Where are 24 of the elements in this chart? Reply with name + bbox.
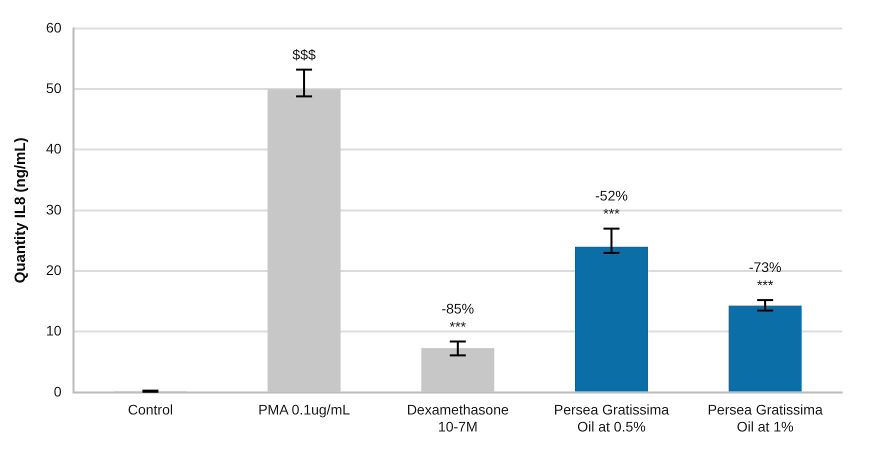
bar bbox=[574, 246, 648, 392]
bar bbox=[421, 348, 494, 392]
x-tick-label: Persea Gratissima Oil at 0.5% bbox=[554, 402, 670, 434]
bar bbox=[268, 89, 341, 392]
y-tick-label: 40 bbox=[46, 140, 62, 157]
x-tick-label: Dexamethasone 10-7M bbox=[406, 402, 509, 434]
x-tick-label: Control bbox=[128, 402, 173, 418]
annotation: -85% bbox=[441, 300, 474, 316]
annotation: $$$ bbox=[292, 46, 316, 63]
annotation: *** bbox=[450, 318, 467, 334]
x-tick-label: PMA 0.1ug/mL bbox=[258, 402, 350, 418]
y-tick-label: 10 bbox=[46, 322, 62, 339]
annotation: -52% bbox=[595, 187, 628, 204]
annotation: -73% bbox=[748, 259, 782, 276]
annotation: *** bbox=[756, 277, 774, 294]
annotation: *** bbox=[603, 205, 620, 222]
y-tick-label: 20 bbox=[46, 262, 62, 278]
y-tick-label: 50 bbox=[46, 80, 62, 96]
y-axis-title: Quantity IL8 (ng/mL) bbox=[12, 137, 30, 284]
y-tick-label: 0 bbox=[54, 383, 62, 400]
y-tick-label: 30 bbox=[46, 201, 62, 218]
bar bbox=[728, 306, 802, 392]
x-tick-label: Persea Gratissima Oil at 1% bbox=[708, 402, 823, 434]
y-tick-label: 60 bbox=[46, 19, 62, 36]
